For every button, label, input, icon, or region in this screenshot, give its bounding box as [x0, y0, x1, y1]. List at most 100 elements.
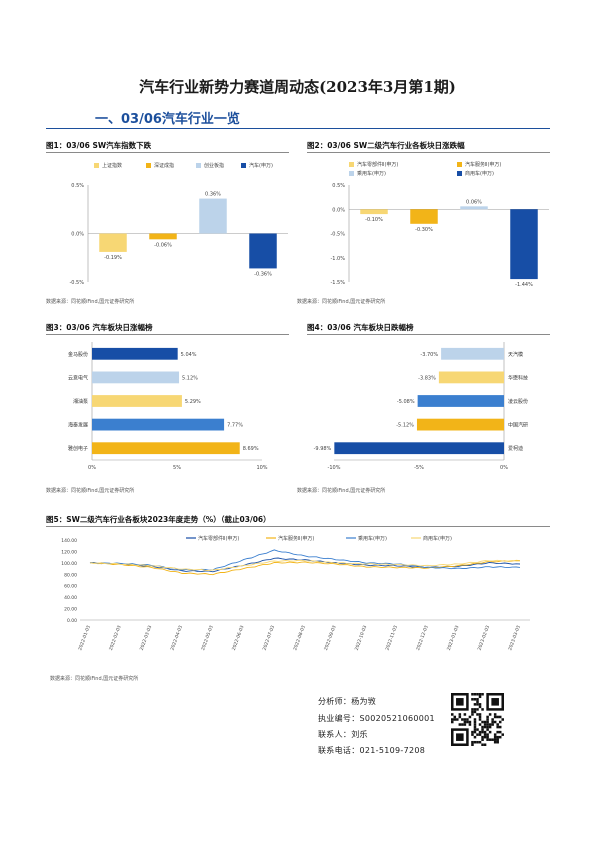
contact-phone: 联系电话：021-5109-7208 — [318, 746, 426, 755]
qr-module — [481, 730, 484, 734]
fig5-ytick-1: 120.00 — [61, 549, 77, 555]
fig3-category-2: 湘油泵 — [73, 398, 88, 405]
qr-module — [468, 723, 472, 726]
fig5-xtick-4: 2022-05-03 — [200, 625, 215, 652]
fig5-xtick-1: 2022-02-03 — [108, 625, 123, 652]
fig3-category-1: 云意电气 — [68, 374, 88, 381]
fig3-xtick-2: 10% — [256, 465, 267, 471]
fig5-xtick-5: 2022-06-03 — [231, 625, 246, 652]
fig3-bar-0 — [92, 347, 178, 360]
qr-module — [483, 735, 487, 739]
qr-module — [481, 735, 484, 739]
fig3-value-label-1: 5.12% — [182, 375, 198, 381]
fig4-xtick-1: -5% — [414, 465, 424, 471]
qr-module — [481, 743, 484, 746]
qr-module — [483, 733, 487, 736]
qr-module — [483, 720, 487, 724]
qr-module — [468, 715, 472, 719]
fig5-series-line-2 — [89, 549, 521, 571]
fig3-xtick-1: 5% — [173, 465, 181, 471]
fig3-chart: 0% 5% 10% 金马股份 5.04% 云意电气 5.12% 湘油泵 5.29% 海泰发展 7.7… — [68, 342, 268, 471]
qr-module — [473, 723, 477, 726]
fig2-title: 图2：03/06 SW二级汽车行业各板块日涨跌幅 — [307, 141, 465, 150]
qr-module — [483, 723, 487, 726]
qr-module — [473, 710, 477, 714]
fig1-ytick-0: 0.5% — [71, 183, 84, 189]
fig3-category-3: 海泰发展 — [68, 422, 88, 429]
fig4-category-2: 凌云股份 — [508, 398, 528, 405]
fig4-bar-0 — [441, 347, 504, 360]
fig1-legend-swatch-0 — [94, 163, 99, 168]
qr-module — [486, 725, 489, 729]
qr-module — [478, 693, 482, 696]
qr-module — [483, 730, 487, 734]
fig5-xtick-0: 2022-01-03 — [77, 625, 92, 652]
qr-module — [473, 740, 477, 744]
fig5-chart: 汽车零部件Ⅱ(申万) 汽车服务Ⅱ(申万) 乘用车(申万) 商用车(申万) 140.00 1… — [61, 535, 530, 652]
fig2-legend-label-0: 汽车零部件Ⅱ(申万) — [357, 161, 398, 168]
fig2-bar-2 — [460, 206, 488, 210]
fig2-legend-swatch-0 — [349, 162, 354, 167]
qr-module — [493, 740, 497, 744]
qr-module — [473, 698, 477, 701]
qr-module — [498, 720, 502, 724]
qr-module — [496, 740, 499, 744]
fig4-category-3: 中国汽研 — [508, 422, 528, 429]
fig5-ytick-6: 20.00 — [64, 607, 77, 613]
qr-module — [488, 738, 492, 741]
qr-module — [478, 713, 482, 716]
qr-module — [453, 718, 457, 721]
qr-module — [496, 723, 499, 726]
qr-module — [496, 715, 499, 719]
fig5-ytick-0: 140.00 — [61, 538, 77, 544]
qr-module — [493, 735, 497, 739]
qr-module — [473, 703, 477, 706]
fig3-value-label-4: 8.69% — [243, 446, 259, 452]
qr-module — [476, 698, 479, 701]
fig1-source: 数据来源：同花顺iFind,国元证券研究所 — [46, 299, 135, 305]
fig4-value-label-4: -9.98% — [314, 446, 332, 452]
qr-module — [478, 718, 482, 721]
fig5-ytick-2: 100.00 — [61, 561, 77, 567]
qr-module — [466, 718, 469, 721]
qr-module — [453, 715, 457, 719]
fig1-bar-2 — [199, 198, 227, 234]
fig2-legend-label-1: 汽车服务Ⅱ(申万) — [465, 161, 501, 168]
analyst-name: 分析师：杨为敩 — [318, 697, 377, 706]
fig2-ytick-1: 0.0% — [332, 207, 345, 213]
qr-module — [481, 720, 484, 724]
qr-module — [476, 703, 479, 706]
qr-module — [476, 733, 479, 736]
fig4-value-label-1: -3.83% — [418, 375, 436, 381]
fig2-legend-swatch-2 — [349, 171, 354, 176]
fig1-legend-swatch-2 — [196, 163, 201, 168]
fig5-ytick-4: 60.00 — [64, 584, 77, 590]
qr-module — [488, 725, 492, 729]
fig5-xtick-10: 2022-11-03 — [384, 625, 399, 652]
qr-module — [471, 693, 474, 696]
fig3-bar-2 — [92, 395, 182, 407]
qr-module — [498, 735, 502, 739]
qr-module — [451, 718, 454, 721]
fig5-series-line-1 — [89, 559, 521, 576]
fig2-bar-label-3: -1.44% — [515, 282, 533, 288]
qr-module — [473, 718, 477, 721]
qr-module — [473, 720, 477, 724]
qr-module — [471, 710, 474, 714]
qr-module — [471, 708, 474, 711]
fig5-xtick-2: 2022-03-03 — [139, 625, 154, 652]
fig2-bar-label-0: -0.10% — [365, 217, 383, 223]
fig1-ytick-2: -0.5% — [69, 280, 84, 286]
qr-module — [478, 695, 482, 699]
qr-module — [471, 698, 474, 701]
fig1-bar-label-3: -0.36% — [254, 271, 272, 277]
qr-module — [493, 733, 497, 736]
fig5-rule — [46, 526, 550, 527]
qr-module — [478, 740, 482, 744]
document-title: 汽车行业新势力赛道周动态(2023年3月第1期) — [139, 78, 456, 96]
qr-module — [486, 735, 489, 739]
fig1-legend-label-2: 创业板指 — [204, 162, 224, 169]
fig5-legend-label-3: 商用车(申万) — [423, 535, 452, 542]
fig2-legend-swatch-1 — [457, 162, 462, 167]
qr-module — [458, 723, 462, 726]
